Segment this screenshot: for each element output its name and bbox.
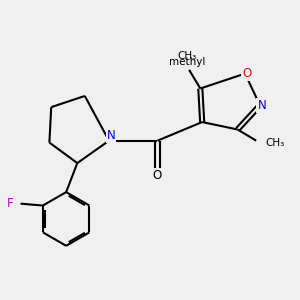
Text: O: O [153, 169, 162, 182]
Text: methyl: methyl [169, 57, 206, 67]
Text: F: F [7, 197, 14, 210]
Text: N: N [257, 99, 266, 112]
Text: N: N [106, 129, 115, 142]
Text: O: O [242, 67, 251, 80]
Text: CH₃: CH₃ [266, 137, 285, 148]
Text: CH₃: CH₃ [178, 50, 197, 61]
